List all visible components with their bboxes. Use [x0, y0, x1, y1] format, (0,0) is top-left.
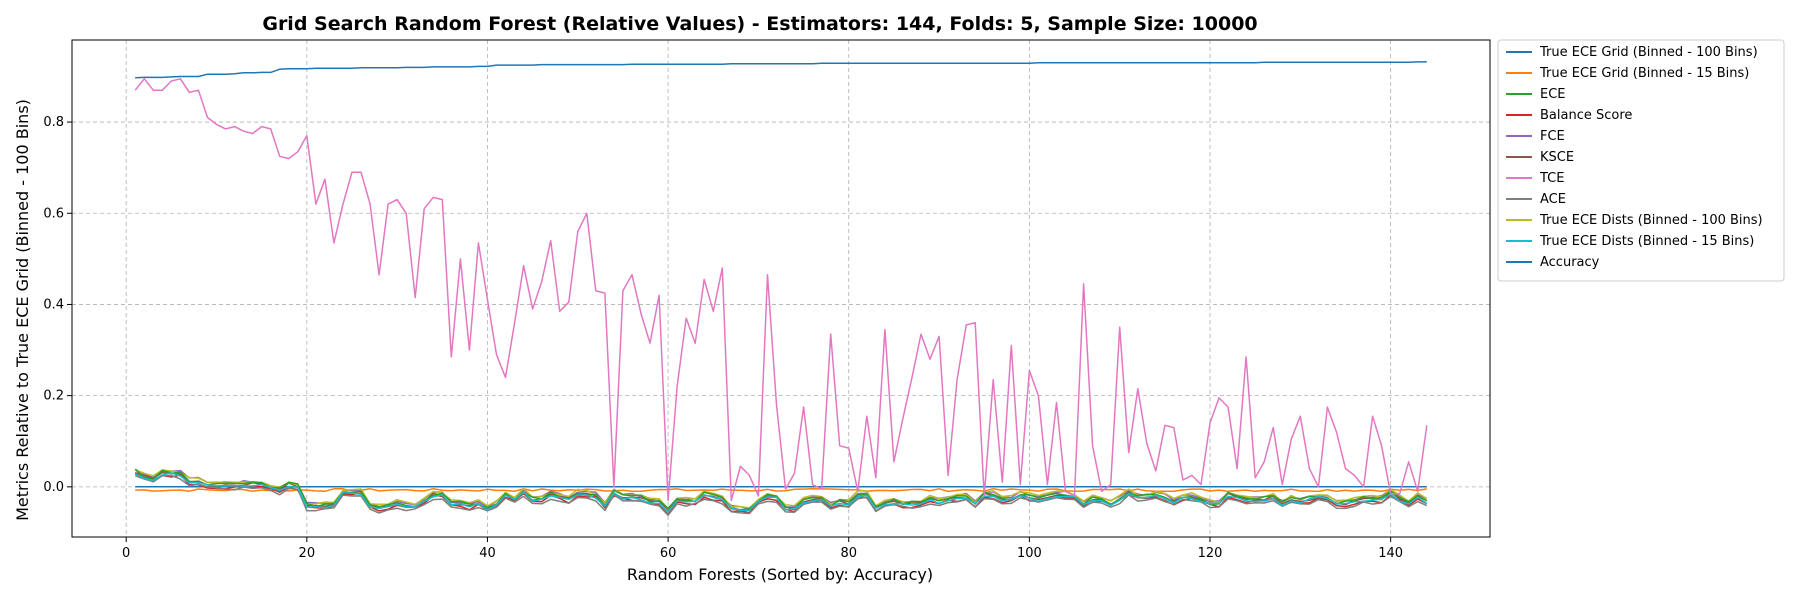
- x-tick-label: 40: [479, 546, 496, 561]
- y-axis: 0.0 0.2 0.4 0.6 0.8: [43, 115, 72, 495]
- legend-entry: TCE: [1539, 171, 1564, 186]
- legend-entry: True ECE Grid (Binned - 15 Bins): [1539, 66, 1749, 81]
- legend: True ECE Grid (Binned - 100 Bins) True EC…: [1497, 39, 1785, 282]
- legend-entry: ECE: [1540, 87, 1566, 102]
- x-tick-label: 100: [1017, 546, 1042, 561]
- legend-entry: True ECE Dists (Binned - 100 Bins): [1539, 213, 1763, 228]
- legend-entry: Balance Score: [1540, 108, 1632, 123]
- y-axis-label: Metrics Relative to True ECE Grid (Binne…: [13, 99, 32, 521]
- series-line-accuracy: [135, 61, 1427, 79]
- x-tick-label: 80: [840, 546, 857, 561]
- y-tick-label: 0.4: [43, 297, 64, 312]
- series-line-true-ece-dists-binned-15-bins: [134, 472, 1428, 513]
- series-line-ace: [134, 474, 1428, 516]
- series-line-tce: [134, 78, 1428, 502]
- legend-entry: True ECE Grid (Binned - 100 Bins): [1539, 45, 1758, 60]
- y-tick-label: 0.8: [43, 115, 64, 130]
- y-tick-label: 0.2: [43, 389, 64, 404]
- y-tick-label: 0.0: [43, 480, 64, 495]
- legend-entry: FCE: [1540, 129, 1565, 144]
- legend-entry: KSCE: [1540, 150, 1574, 165]
- x-tick-label: 0: [122, 546, 130, 561]
- legend-entry: True ECE Dists (Binned - 15 Bins): [1539, 234, 1754, 249]
- x-tick-label: 60: [660, 546, 677, 561]
- legend-box: [1497, 39, 1785, 282]
- chart-title: Grid Search Random Forest (Relative Valu…: [262, 13, 1257, 35]
- x-tick-label: 140: [1378, 546, 1403, 561]
- x-tick-label: 20: [299, 546, 316, 561]
- plot-frame: [71, 39, 1491, 538]
- series-line-true-ece-grid-binned-15-bins: [135, 487, 1427, 493]
- x-tick-label: 120: [1198, 546, 1223, 561]
- x-axis: 0 20 40 60 80 100 120 140: [122, 537, 1403, 561]
- legend-entry: ACE: [1540, 192, 1566, 207]
- legend-entry: Accuracy: [1540, 255, 1600, 270]
- y-tick-label: 0.6: [43, 206, 64, 221]
- series-lines: [134, 61, 1428, 516]
- x-axis-label: Random Forests (Sorted by: Accuracy): [627, 565, 933, 584]
- grid-lines: [72, 40, 1490, 537]
